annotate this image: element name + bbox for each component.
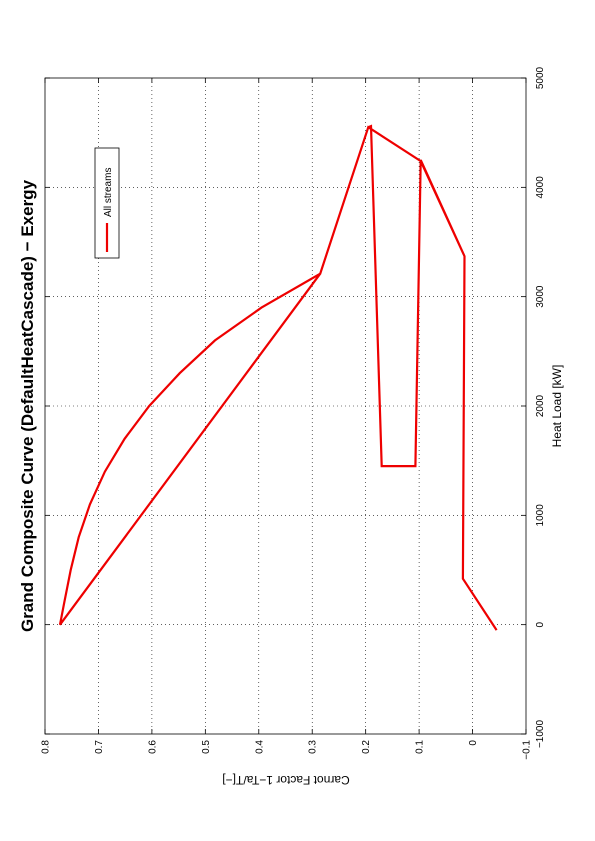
y-tick-label: −0.1 (522, 740, 533, 760)
y-tick-label: 0.8 (41, 740, 52, 754)
y-tick-label: 0.1 (415, 740, 426, 754)
legend-label-all-streams: All streams (103, 168, 114, 217)
y-axis-label: Carnot Factor 1−Ta/T[−] (222, 773, 349, 787)
axis-ticks: −1000 0 1000 2000 3000 4000 5000 −0.1 0 0.1 0.2 0.3… (41, 66, 547, 759)
x-tick-label: 0 (535, 621, 546, 627)
grid-lines (45, 78, 526, 734)
x-axis-label: Heat Load [kW] (550, 365, 564, 448)
x-tick-label: 4000 (535, 176, 546, 199)
y-tick-label: 0.7 (94, 740, 105, 754)
y-tick-label: 0.4 (254, 740, 265, 754)
data-series (58, 124, 498, 631)
series-line-all-streams (58, 124, 498, 631)
y-tick-label: 0.6 (147, 740, 158, 754)
x-tick-label: 5000 (535, 66, 546, 89)
x-tick-label: 3000 (535, 285, 546, 308)
x-tick-label: −1000 (535, 720, 546, 749)
y-tick-label: 0.5 (201, 740, 212, 754)
y-tick-label: 0 (468, 740, 479, 746)
chart-title: Grand Composite Curve (DefaultHeatCascad… (18, 179, 37, 632)
y-tick-label: 0.3 (308, 740, 319, 754)
x-tick-label: 2000 (535, 394, 546, 417)
legend: All streams (94, 147, 120, 259)
x-tick-label: 1000 (535, 504, 546, 527)
y-tick-label: 0.2 (361, 740, 372, 754)
